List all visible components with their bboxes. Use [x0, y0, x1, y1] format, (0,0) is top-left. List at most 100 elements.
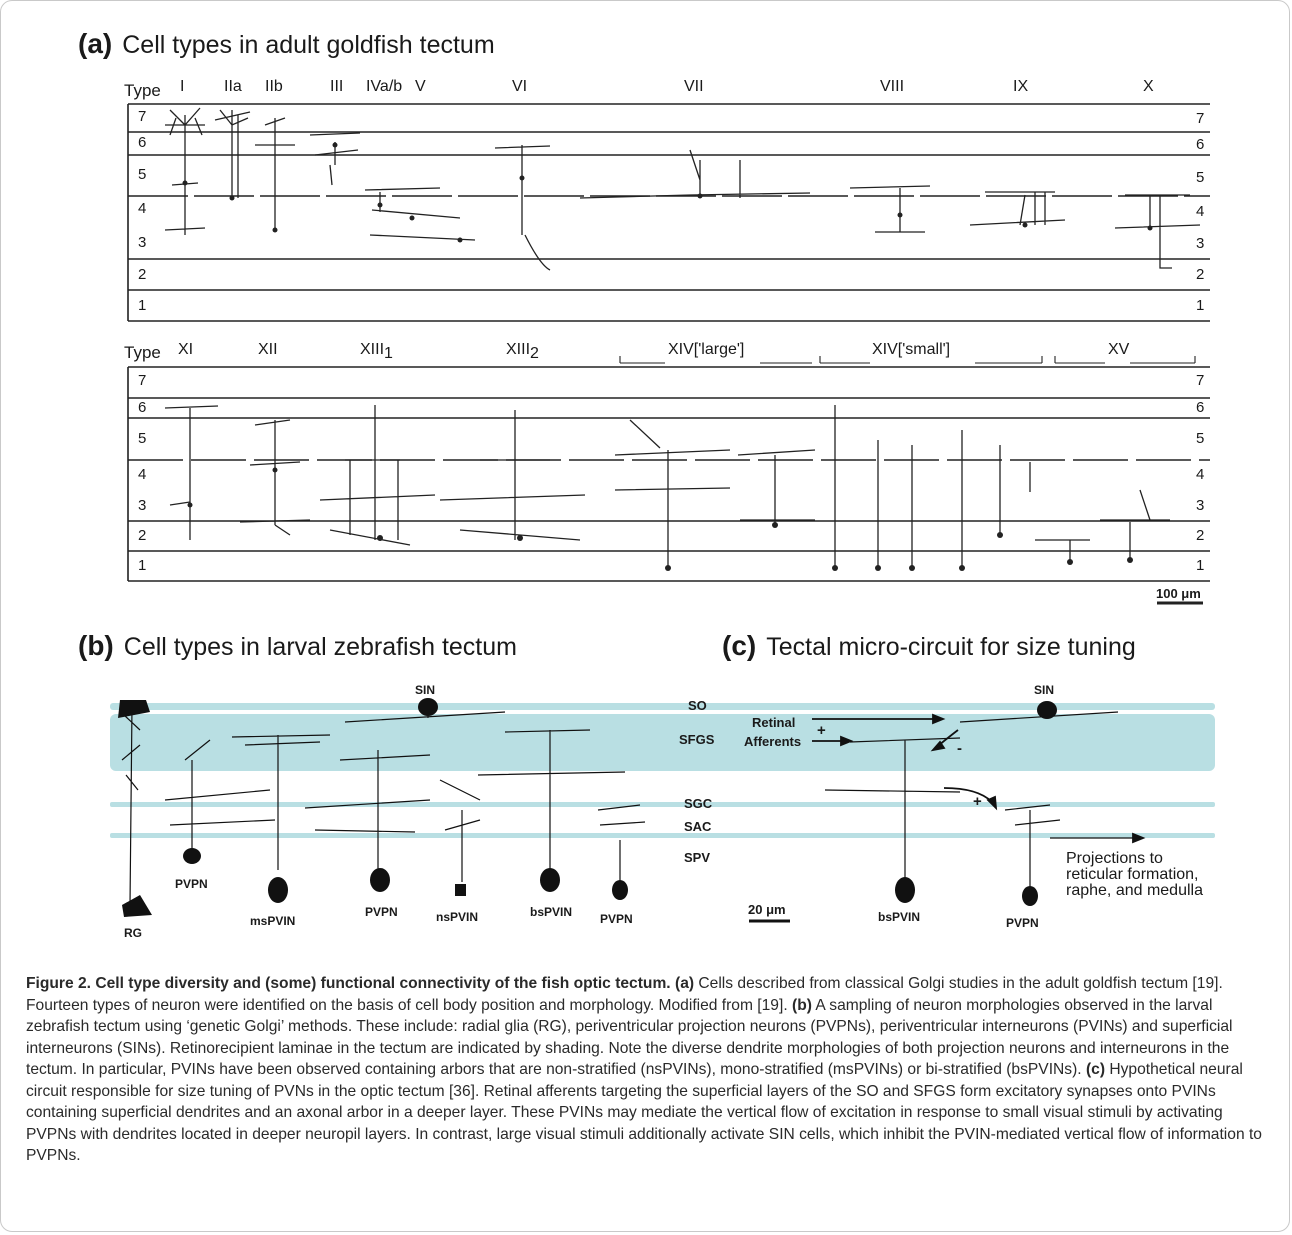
layer-number: 7 [138, 372, 147, 389]
projection-line-3: raphe, and medulla [1066, 882, 1203, 899]
layer-number: 4 [138, 200, 147, 217]
layer-number: 4 [1196, 203, 1205, 220]
type-label-top: Type [124, 81, 161, 100]
type-label: IX [1013, 78, 1029, 95]
excitatory-sign: + [817, 722, 826, 739]
panel-b-scale-label: 20 μm [748, 902, 786, 917]
layer-number: 6 [138, 134, 147, 151]
excitatory-sign: + [973, 793, 982, 810]
type-label: IIb [265, 78, 283, 95]
panel-a-bottom-neurons [164, 405, 1170, 568]
layer-number: 6 [1196, 399, 1205, 416]
type-label: XII [258, 341, 278, 358]
panel-c-retinal-label: Retinal [752, 715, 796, 730]
cell-label-sin: SIN [415, 683, 436, 697]
type-label: XIII1 [360, 341, 393, 363]
caption-text-c: Hypothetical neural circuit responsible … [26, 1061, 1262, 1164]
type-label: VIII [880, 78, 905, 95]
so-lamina [110, 703, 1215, 710]
layer-number: 2 [1196, 527, 1205, 544]
layer-label-sac: SAC [684, 819, 712, 834]
caption-text-b: A sampling of neuron morphologies observ… [26, 996, 1233, 1079]
type-label: III [330, 78, 344, 95]
layer-number: 7 [138, 108, 147, 125]
panel-a-bottom-somata [187, 467, 1133, 571]
layer-number: 2 [138, 266, 147, 283]
caption-label-c: (c) [1085, 1061, 1106, 1078]
layer-number: 3 [1196, 497, 1205, 514]
cell-label-pvpn: PVPN [365, 905, 398, 919]
layer-number: 5 [138, 430, 147, 447]
type-label: VI [512, 78, 528, 95]
type-label: XIV['small'] [872, 341, 951, 358]
type-xiii-label: XIII [360, 341, 385, 358]
panel-c-arrows [812, 713, 1146, 844]
panel-b-somata [118, 698, 628, 917]
type-label: XI [178, 341, 194, 358]
panel-c-afferents-label: Afferents [744, 734, 802, 749]
layer-label-spv: SPV [684, 850, 711, 865]
type-label: IVa/b [366, 78, 403, 95]
cell-label-pvpn: PVPN [175, 877, 208, 891]
layer-number: 6 [138, 399, 147, 416]
panel-a-scale-label: 100 μm [1156, 586, 1201, 601]
panel-b-letter: (b) [78, 630, 114, 661]
panel-a-group-brackets [619, 356, 1196, 364]
layer-number: 1 [138, 297, 147, 314]
cell-label-pvpn: PVPN [600, 912, 633, 926]
layer-number: 4 [138, 466, 147, 483]
layer-number: 5 [138, 166, 147, 183]
panel-c-somata [895, 701, 1057, 906]
panel-c-bspvin-label: bsPVIN [878, 910, 921, 924]
type-label: X [1143, 78, 1154, 95]
layer-label-so: SO [688, 698, 707, 713]
type-label: VII [684, 78, 704, 95]
panel-a-bottom-layer-grid [127, 366, 1210, 582]
layer-number: 5 [1196, 430, 1205, 447]
cell-label-rg: RG [124, 926, 142, 940]
layer-number: 1 [138, 557, 147, 574]
layer-label-sgc: SGC [684, 796, 713, 811]
cell-label-nspvin: nsPVIN [436, 910, 479, 924]
panel-a-letter: (a) [78, 28, 113, 59]
panel-c-letter: (c) [722, 630, 757, 661]
panel-a-top-neurons [164, 107, 1201, 271]
layer-number: 3 [138, 497, 147, 514]
caption-text-a: Cells described from classical Golgi stu… [26, 975, 1223, 1014]
panel-b-heading: (b) Cell types in larval zebrafish tectum [78, 630, 517, 662]
subscript-1: 1 [384, 345, 393, 363]
panel-b-title: Cell types in larval zebrafish tectum [123, 633, 517, 661]
type-label: V [415, 78, 426, 95]
panel-b-neurites [121, 705, 646, 906]
projection-label: Projections to reticular formation, raph… [1066, 851, 1203, 899]
cell-label-mspvin: msPVIN [250, 914, 296, 928]
layer-number: 2 [138, 527, 147, 544]
layer-number: 6 [1196, 136, 1205, 153]
layer-number: 2 [1196, 266, 1205, 283]
projection-line-2: reticular formation, [1066, 866, 1199, 883]
panel-c-sin-label: SIN [1034, 683, 1055, 697]
layer-label-sfgs: SFGS [679, 732, 715, 747]
layer-number: 5 [1196, 169, 1205, 186]
type-label: XIII2 [506, 341, 539, 363]
type-label: I [180, 78, 185, 95]
panel-c-title: Tectal micro-circuit for size tuning [766, 633, 1136, 661]
figure-caption: Figure 2. Cell type diversity and (some)… [26, 973, 1266, 1167]
sfgs-lamina [110, 714, 1215, 771]
layer-number: 1 [1196, 557, 1205, 574]
type-label: XV [1108, 341, 1130, 358]
type-label-bottom: Type [124, 343, 161, 362]
caption-label-b: (b) [792, 996, 812, 1014]
layer-number: 3 [138, 234, 147, 251]
layer-number: 7 [1196, 110, 1205, 127]
caption-label-a: (a) [675, 975, 695, 992]
layer-number: 4 [1196, 466, 1205, 483]
panel-c-heading: (c) Tectal micro-circuit for size tuning [722, 630, 1136, 662]
projection-line-1: Projections to [1066, 850, 1163, 867]
layer-number: 1 [1196, 297, 1205, 314]
cell-label-bspvin: bsPVIN [530, 905, 573, 919]
inhibitory-sign: - [957, 740, 962, 757]
